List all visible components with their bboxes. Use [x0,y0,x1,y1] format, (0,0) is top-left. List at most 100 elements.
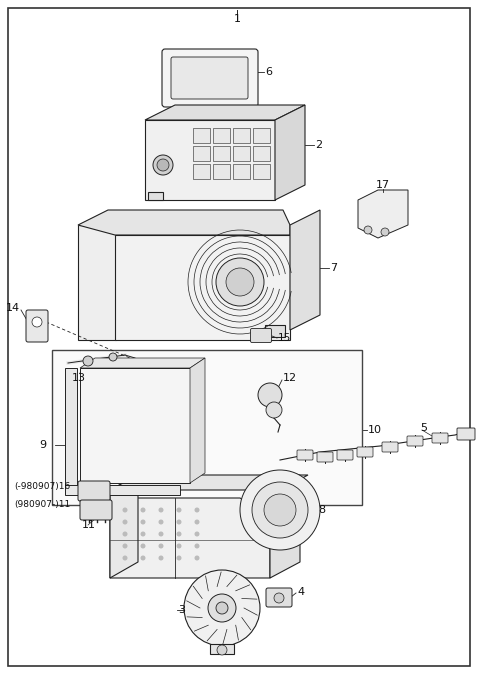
Circle shape [217,645,227,655]
Circle shape [83,356,93,366]
Polygon shape [190,358,205,483]
Bar [265,325,285,337]
Circle shape [364,226,372,234]
Circle shape [194,532,200,537]
Text: 3: 3 [178,605,185,615]
Circle shape [122,543,128,549]
Circle shape [184,570,260,646]
Bar [145,120,275,200]
Bar [253,146,270,161]
Circle shape [122,532,128,537]
Circle shape [158,543,164,549]
Circle shape [32,317,42,327]
Circle shape [274,593,284,603]
FancyBboxPatch shape [266,588,292,607]
FancyBboxPatch shape [297,450,313,460]
Bar [253,164,270,179]
FancyBboxPatch shape [26,310,48,342]
Circle shape [158,508,164,512]
Text: 7: 7 [330,263,337,273]
Circle shape [240,470,320,550]
FancyBboxPatch shape [337,450,353,460]
Circle shape [141,520,145,524]
Bar [213,164,230,179]
Polygon shape [80,358,205,368]
Bar [210,644,234,654]
Text: 9: 9 [39,440,46,450]
Polygon shape [358,190,408,238]
Circle shape [264,494,296,526]
FancyBboxPatch shape [251,328,272,342]
Text: 17: 17 [376,180,390,190]
Text: (980907-)11: (980907-)11 [14,499,70,508]
Bar [148,192,163,200]
Text: 2: 2 [315,140,322,150]
Circle shape [194,543,200,549]
Circle shape [177,543,181,549]
Polygon shape [110,490,270,578]
FancyBboxPatch shape [407,436,423,446]
Text: 15: 15 [278,333,291,343]
Bar [65,485,180,495]
FancyBboxPatch shape [382,442,398,452]
Circle shape [381,228,389,236]
Polygon shape [270,475,300,578]
Circle shape [141,532,145,537]
Text: 4: 4 [297,587,304,597]
FancyBboxPatch shape [162,49,258,107]
Text: 6: 6 [265,67,272,77]
Bar [213,146,230,161]
FancyBboxPatch shape [317,452,333,462]
Circle shape [216,258,264,306]
FancyBboxPatch shape [457,428,475,440]
Circle shape [194,520,200,524]
Bar [65,368,77,493]
Text: 8: 8 [318,505,325,515]
FancyBboxPatch shape [78,481,110,501]
Text: 1: 1 [233,14,240,24]
Circle shape [122,555,128,561]
FancyBboxPatch shape [357,447,373,457]
Circle shape [141,555,145,561]
Bar [193,128,210,143]
FancyBboxPatch shape [171,57,248,99]
Circle shape [177,520,181,524]
Bar [233,146,250,161]
Circle shape [141,508,145,512]
Bar [78,225,116,340]
Circle shape [122,520,128,524]
Polygon shape [290,210,320,330]
Circle shape [158,532,164,537]
Circle shape [122,508,128,512]
Circle shape [157,159,169,171]
Circle shape [194,508,200,512]
Text: 14: 14 [6,303,20,313]
Circle shape [109,353,117,361]
Circle shape [153,155,173,175]
Circle shape [216,602,228,614]
Circle shape [252,482,308,538]
Text: (-980907)16: (-980907)16 [14,483,70,491]
Polygon shape [110,475,138,578]
Circle shape [226,268,254,296]
Circle shape [194,555,200,561]
Circle shape [158,520,164,524]
Bar [213,128,230,143]
Text: 12: 12 [283,373,297,383]
Circle shape [141,543,145,549]
FancyBboxPatch shape [80,500,112,520]
Circle shape [258,383,282,407]
Polygon shape [145,105,305,120]
Circle shape [177,532,181,537]
Text: 11: 11 [82,520,96,530]
Text: 5: 5 [420,423,427,433]
FancyBboxPatch shape [432,433,448,443]
Circle shape [177,508,181,512]
Polygon shape [275,105,305,200]
Bar [253,128,270,143]
Bar [233,164,250,179]
Bar [115,235,290,340]
Polygon shape [78,210,290,235]
Circle shape [177,555,181,561]
Bar [80,368,190,483]
